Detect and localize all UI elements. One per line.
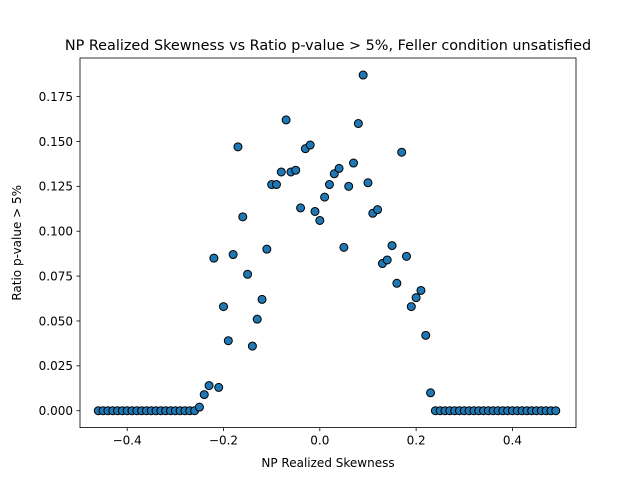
y-axis: 0.000 0.025 0.050 0.075 0.100 0.125 0.150 0.175: [39, 90, 80, 418]
data-point: [257, 294, 267, 304]
chart-title: NP Realized Skewness vs Ratio p-value > …: [65, 38, 591, 54]
data-point: [551, 406, 561, 416]
x-tick-label: 0.2: [407, 434, 426, 448]
y-tick-label: 0.150: [39, 135, 73, 149]
data-point: [223, 336, 233, 346]
data-point: [344, 181, 354, 191]
x-tick-label: 0.4: [503, 434, 522, 448]
data-point: [382, 255, 392, 265]
data-point: [276, 167, 286, 177]
data-point: [406, 302, 416, 312]
data-point: [334, 163, 344, 173]
data-point: [411, 293, 421, 303]
data-point: [204, 381, 214, 391]
data-point: [401, 251, 411, 261]
data-point: [233, 142, 243, 152]
data-point: [310, 206, 320, 216]
y-tick-label: 0.025: [39, 359, 73, 373]
y-axis-label: Ratio p-value > 5%: [10, 185, 24, 301]
data-point: [387, 241, 397, 251]
data-point: [320, 192, 330, 202]
x-tick-label: 0.0: [310, 434, 329, 448]
data-point: [194, 402, 204, 412]
data-point: [315, 215, 325, 225]
x-axis-label: NP Realized Skewness: [261, 456, 394, 470]
x-tick-label: −0.4: [113, 434, 142, 448]
data-point: [271, 180, 281, 190]
y-tick-label: 0.100: [39, 225, 73, 239]
data-point: [252, 314, 262, 324]
data-point: [358, 70, 368, 80]
x-axis: −0.4 −0.2 0.0 0.2 0.4: [113, 427, 522, 448]
data-point: [426, 388, 436, 398]
data-point: [214, 382, 224, 392]
data-point: [199, 390, 209, 400]
data-point: [209, 253, 219, 263]
data-point: [305, 140, 315, 150]
data-point: [219, 302, 228, 312]
data-point: [397, 147, 407, 157]
data-point: [296, 203, 306, 213]
data-points: [93, 70, 561, 416]
data-point: [416, 285, 426, 295]
data-point: [262, 244, 272, 254]
data-point: [238, 212, 248, 222]
y-tick-label: 0.075: [39, 269, 73, 283]
y-tick-label: 0.125: [39, 180, 73, 194]
data-point: [228, 250, 238, 260]
y-tick-label: 0.050: [39, 314, 73, 328]
x-tick-label: −0.2: [209, 434, 238, 448]
data-point: [243, 269, 253, 279]
data-point: [363, 178, 373, 188]
data-point: [392, 278, 402, 288]
y-tick-label: 0.000: [39, 404, 73, 418]
data-point: [373, 205, 383, 215]
data-point: [281, 115, 291, 125]
plot-frame: [79, 57, 577, 429]
data-point: [353, 119, 363, 129]
data-point: [349, 158, 359, 168]
data-point: [247, 341, 257, 351]
data-point: [324, 180, 334, 190]
data-point: [339, 242, 349, 252]
y-tick-label: 0.175: [39, 90, 73, 104]
data-point: [421, 330, 431, 340]
data-point: [291, 165, 301, 175]
